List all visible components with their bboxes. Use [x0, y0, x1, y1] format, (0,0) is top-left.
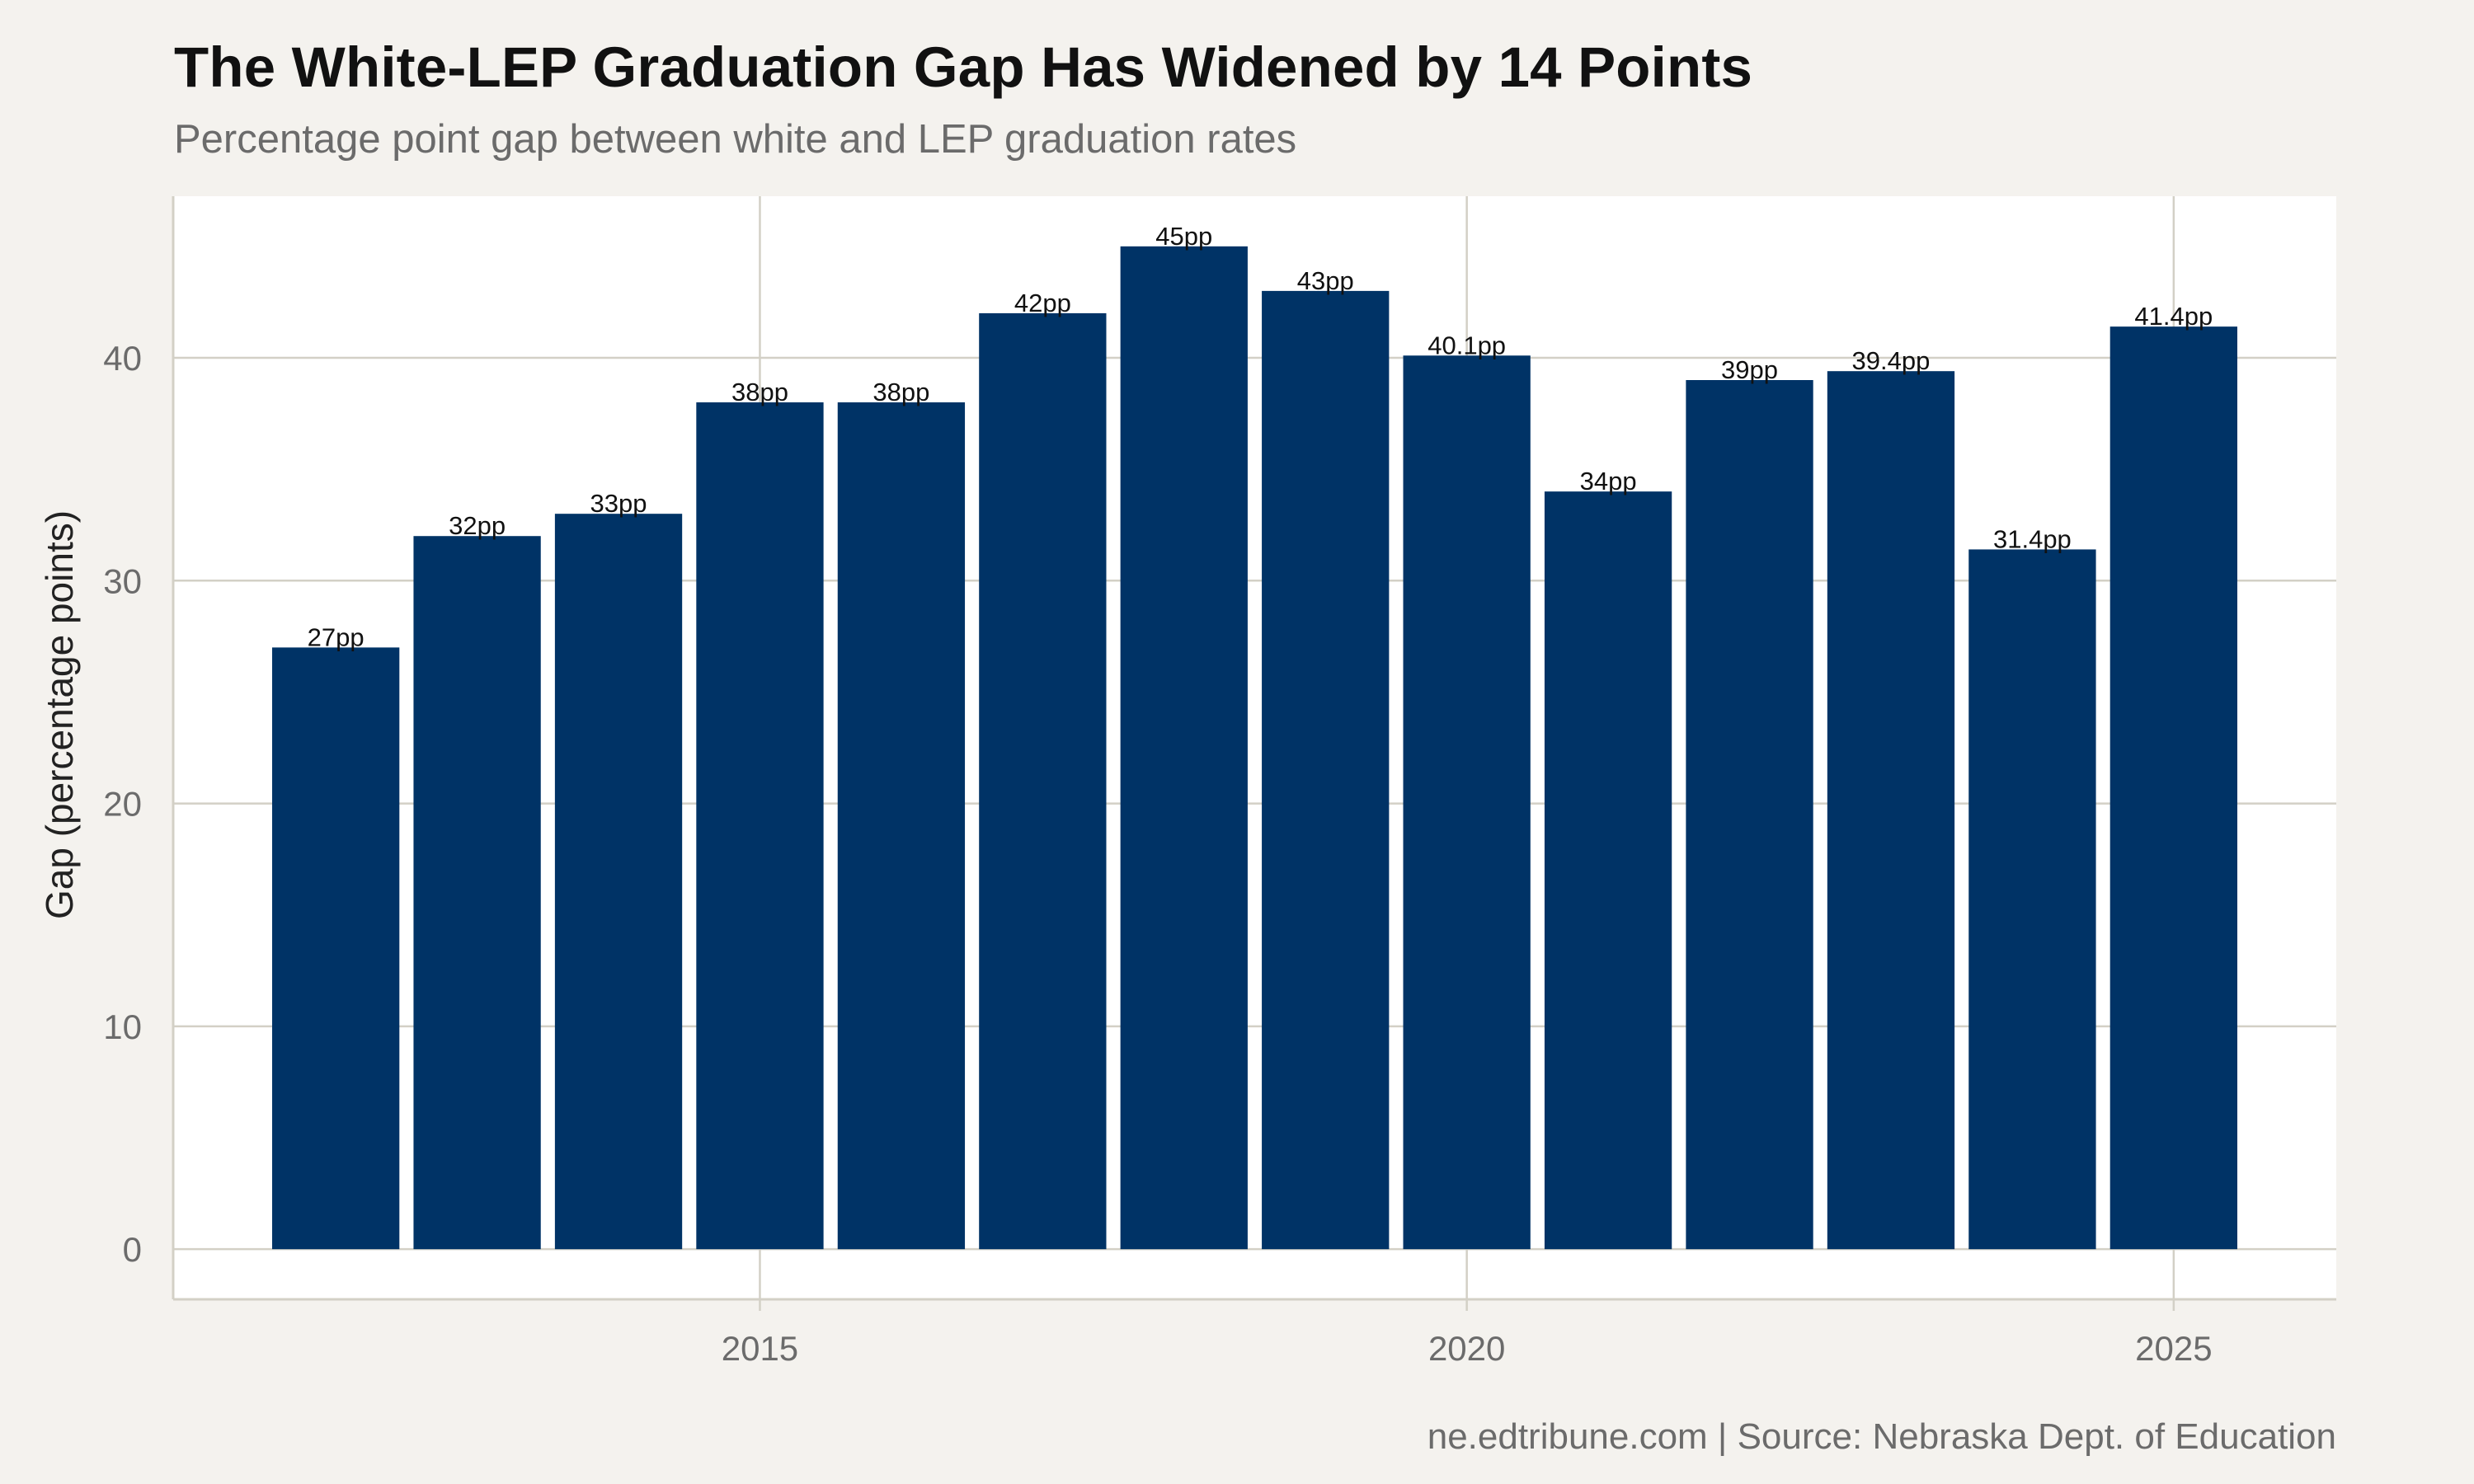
y-tick-label: 20: [103, 785, 142, 824]
chart-title: The White-LEP Graduation Gap Has Widened…: [174, 35, 1753, 99]
bar-2023: [1827, 371, 1955, 1250]
y-tick-label: 30: [103, 561, 142, 600]
bar-2018: [1120, 246, 1248, 1250]
bar-value-label: 33pp: [590, 489, 647, 518]
y-tick-label: 10: [103, 1007, 142, 1046]
bar-2012: [272, 647, 400, 1250]
bar-2020: [1403, 355, 1531, 1250]
bar-2014: [554, 514, 683, 1250]
bar-2017: [979, 312, 1107, 1250]
bar-value-label: 45pp: [1155, 222, 1212, 251]
bar-2024: [1968, 549, 2096, 1250]
bar-value-label: 42pp: [1014, 289, 1071, 317]
bars: [272, 246, 2237, 1250]
bar-value-label: 41.4pp: [2134, 302, 2213, 331]
y-tick-label: 40: [103, 339, 142, 378]
axes: [172, 196, 2336, 1311]
bar-value-label: 31.4pp: [1993, 524, 2072, 553]
bar-2022: [1686, 380, 1813, 1250]
bar-value-label: 27pp: [308, 622, 365, 651]
x-tick-label: 2020: [1428, 1329, 1505, 1368]
bar-value-label: 38pp: [731, 378, 788, 406]
tick-labels: 0 10 20 30 40 2015 2020 2025: [103, 339, 2212, 1368]
bar-2025: [2109, 326, 2237, 1250]
bar-value-label: 32pp: [449, 511, 506, 540]
chart-caption: ne.edtribune.com | Source: Nebraska Dept…: [1427, 1416, 2336, 1457]
bar-2015: [696, 402, 824, 1250]
x-tick-label: 2015: [722, 1329, 798, 1368]
y-tick-label: 0: [123, 1230, 142, 1269]
bar-2016: [837, 402, 966, 1250]
bar-labels: 27pp 32pp 33pp 38pp 38pp 42pp 45pp 43pp 40.1pp 34…: [308, 222, 2213, 652]
x-tick-label: 2025: [2135, 1329, 2212, 1368]
chart-subtitle: Percentage point gap between white and L…: [174, 117, 1297, 162]
bar-2019: [1262, 290, 1390, 1250]
y-axis-title: Gap (percentage points): [38, 510, 81, 919]
bar-value-label: 40.1pp: [1427, 331, 1506, 359]
bar-value-label: 39pp: [1721, 355, 1778, 384]
bar-value-label: 34pp: [1580, 467, 1637, 495]
bar-value-label: 43pp: [1297, 266, 1354, 295]
bar-2021: [1544, 491, 1672, 1250]
bar-2013: [413, 536, 541, 1250]
bar-value-label: 39.4pp: [1852, 346, 1931, 375]
bar-value-label: 38pp: [872, 378, 929, 406]
